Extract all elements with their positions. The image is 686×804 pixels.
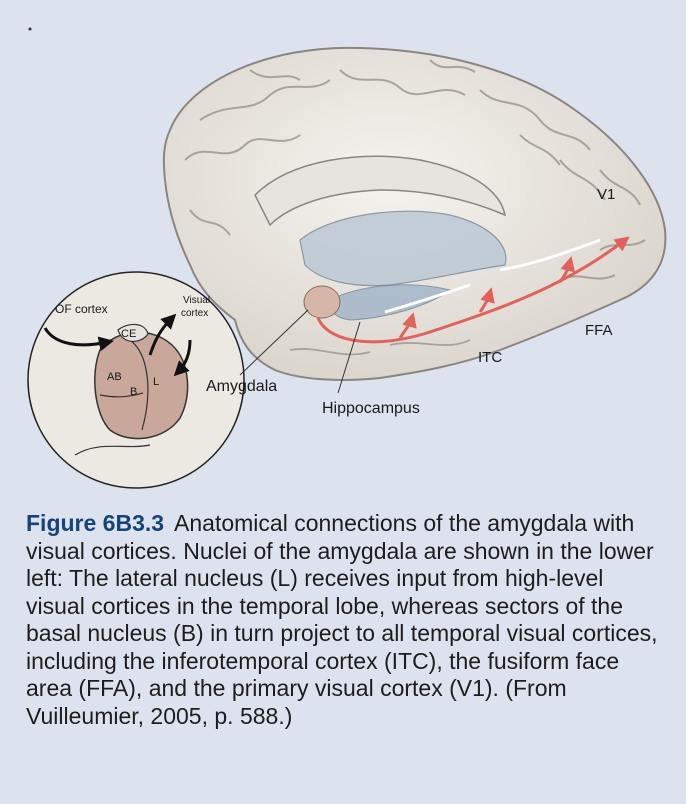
label-visual-cortex-2: cortex — [181, 308, 208, 319]
label-ffa: FFA — [585, 322, 613, 339]
label-visual-cortex-1: Visual — [183, 295, 210, 306]
label-l: L — [153, 376, 159, 388]
label-v1: V1 — [597, 186, 615, 203]
figure-label: Figure 6B3.3 — [26, 510, 165, 536]
reciprocal-arrows — [384, 238, 601, 314]
amygdala-nuclei-inset: OF cortex Visual cortex CE AB B L — [27, 271, 245, 489]
label-ce: CE — [121, 328, 136, 340]
pathway-arrows — [316, 236, 630, 344]
label-of-cortex: OF cortex — [55, 302, 108, 316]
label-ab: AB — [107, 371, 122, 383]
label-amygdala: Amygdala — [206, 378, 277, 395]
figure-caption: Figure 6B3.3 Anatomical connections of th… — [26, 510, 666, 730]
label-itc: ITC — [478, 349, 502, 366]
label-b: B — [130, 386, 137, 398]
brain-figure: OF cortex Visual cortex CE AB B L Amygda… — [27, 27, 667, 489]
brain-illustration — [162, 46, 667, 381]
label-hippocampus: Hippocampus — [322, 400, 420, 417]
caption-text: Anatomical connections of the amygdala w… — [26, 510, 658, 729]
leader-lines — [239, 309, 361, 394]
